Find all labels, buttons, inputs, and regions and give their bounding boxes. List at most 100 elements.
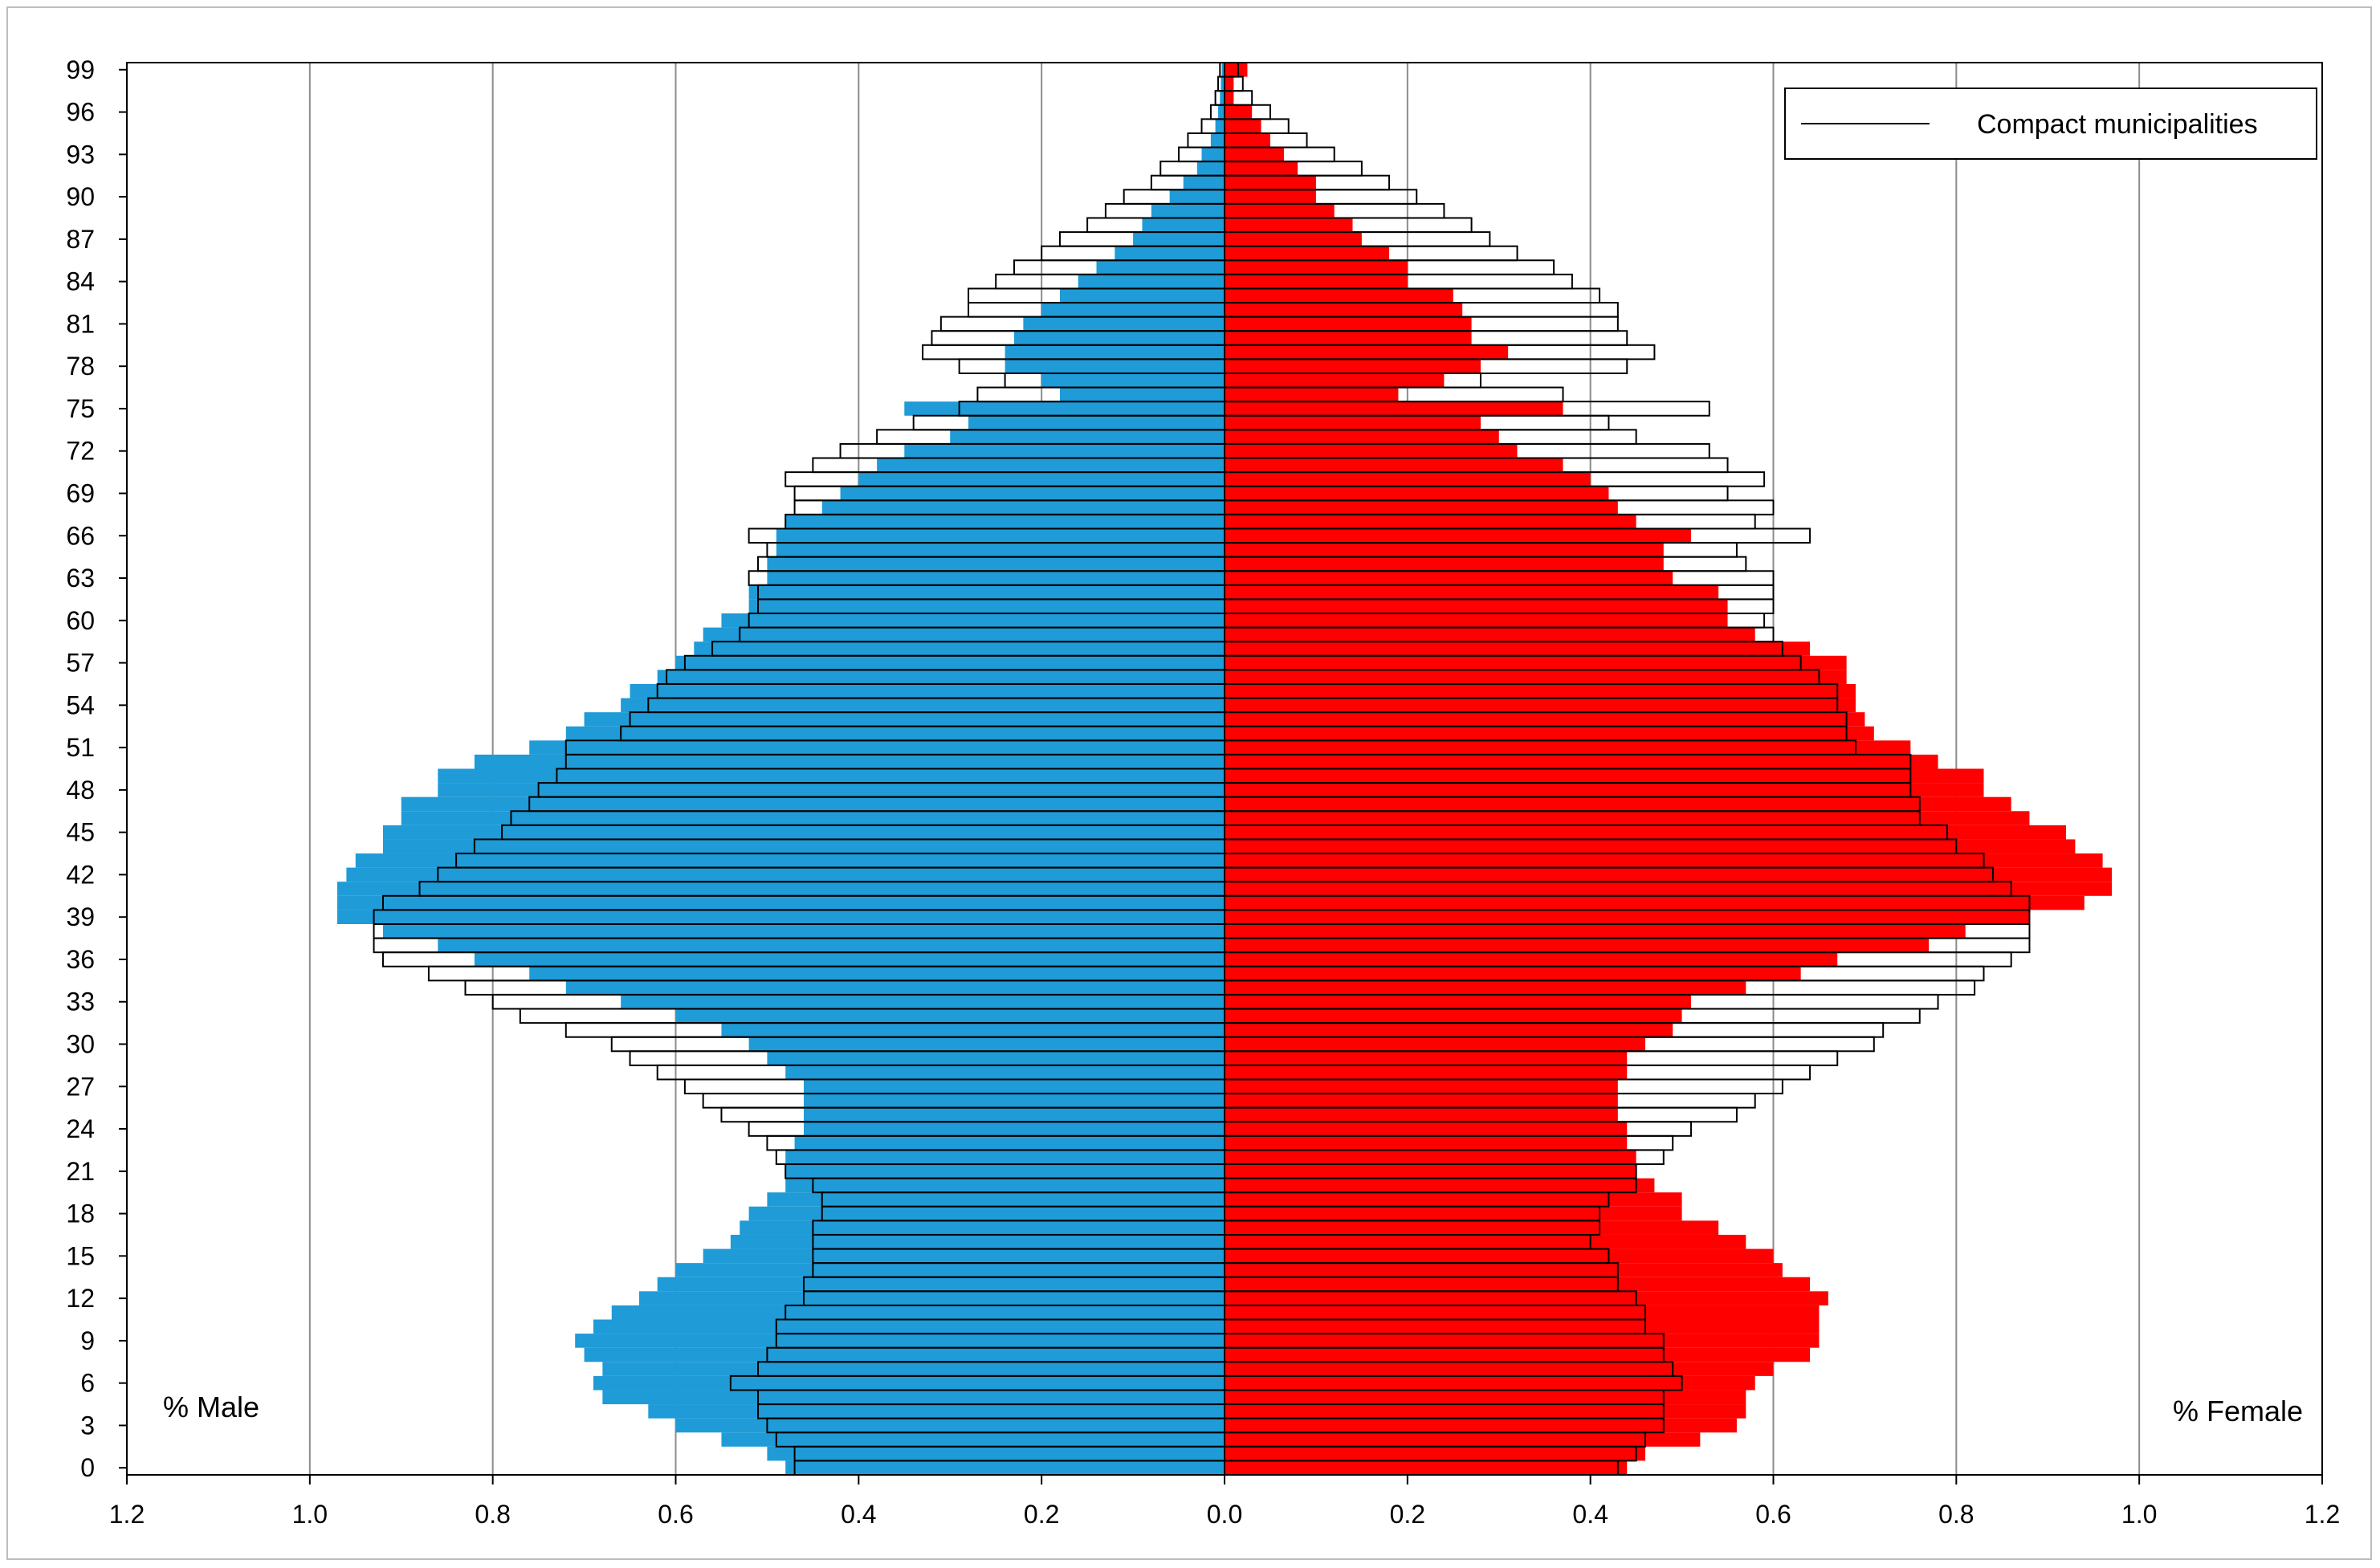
bar-female-filled xyxy=(1225,1432,1701,1447)
bar-male-filled xyxy=(602,1362,1225,1376)
legend-label-compact-municipalities: Compact municipalities xyxy=(1977,109,2258,140)
bar-female-filled xyxy=(1225,1234,1746,1249)
x-tick-label: 0.8 xyxy=(475,1500,510,1529)
bar-male-filled xyxy=(1023,316,1225,332)
y-tick-label: 57 xyxy=(66,649,95,678)
bar-male-filled xyxy=(785,1065,1225,1080)
y-tick-label: 6 xyxy=(80,1369,95,1398)
bar-male-filled xyxy=(748,1206,1225,1221)
bar-female-filled xyxy=(1225,331,1472,345)
bar-female-filled xyxy=(1225,401,1563,416)
bar-female-filled xyxy=(1225,811,2030,825)
bar-female-filled xyxy=(1225,189,1316,204)
bar-female-filled xyxy=(1225,119,1261,133)
bar-male-filled xyxy=(438,938,1225,953)
bar-male-filled xyxy=(630,683,1225,698)
bar-male-filled xyxy=(337,895,1225,910)
bar-female-filled xyxy=(1225,853,2103,868)
bar-male-filled xyxy=(821,500,1225,515)
bar-female-filled xyxy=(1225,895,2085,910)
y-tick-label: 99 xyxy=(66,55,95,84)
bar-female-filled xyxy=(1225,1135,1628,1151)
bar-female-filled xyxy=(1225,359,1481,373)
bar-male-filled xyxy=(401,796,1225,812)
bar-male-filled xyxy=(776,528,1225,544)
x-tick-label: 1.0 xyxy=(2121,1500,2157,1529)
bar-male-filled xyxy=(721,1432,1225,1447)
x-tick-label: 0.8 xyxy=(1938,1500,1974,1529)
bar-female-filled xyxy=(1225,712,1865,727)
bar-female-filled xyxy=(1225,161,1298,176)
bar-male-filled xyxy=(803,1079,1225,1094)
bar-female-filled xyxy=(1225,203,1335,218)
y-tick-label: 78 xyxy=(66,352,95,381)
x-tick-label: 0.2 xyxy=(1024,1500,1059,1529)
bar-male-filled xyxy=(1041,303,1225,317)
x-tick-label: 0.4 xyxy=(1572,1500,1608,1529)
bar-female-filled xyxy=(1225,274,1408,289)
y-tick-label: 21 xyxy=(66,1157,95,1186)
bar-female-filled xyxy=(1225,1248,1774,1264)
bar-female-filled xyxy=(1225,218,1353,233)
bar-male-filled xyxy=(968,415,1225,430)
y-tick-label: 84 xyxy=(66,267,95,296)
y-tick-label: 96 xyxy=(66,98,95,127)
bar-female-filled xyxy=(1225,303,1463,317)
bar-male-filled xyxy=(1221,63,1225,77)
bar-female-filled xyxy=(1225,1150,1636,1165)
bar-female-filled xyxy=(1225,316,1472,332)
bar-female-filled xyxy=(1225,825,2067,840)
y-tick-label: 63 xyxy=(66,564,95,593)
y-tick-label: 0 xyxy=(80,1453,95,1482)
bar-male-filled xyxy=(1169,189,1225,204)
x-tick-label: 0.2 xyxy=(1390,1500,1425,1529)
bar-male-filled xyxy=(767,1446,1225,1461)
x-tick-label: 1.2 xyxy=(109,1500,145,1529)
bar-male-filled xyxy=(657,1277,1225,1292)
bar-female-filled xyxy=(1225,980,1746,995)
bar-female-filled xyxy=(1225,938,1930,953)
y-tick-label: 15 xyxy=(66,1241,95,1270)
bar-male-filled xyxy=(703,1248,1225,1264)
y-tick-label: 33 xyxy=(66,988,95,1016)
bar-male-filled xyxy=(602,1390,1225,1405)
y-tick-label: 48 xyxy=(66,776,95,804)
bar-male-filled xyxy=(785,1460,1225,1475)
bar-male-filled xyxy=(721,1023,1225,1037)
bar-male-filled xyxy=(785,1164,1225,1179)
bar-male-filled xyxy=(474,754,1225,769)
bar-female-filled xyxy=(1225,486,1609,501)
bar-female-filled xyxy=(1225,1107,1618,1122)
bar-male-filled xyxy=(675,1263,1225,1277)
bar-male-filled xyxy=(840,486,1225,501)
bar-male-filled xyxy=(529,740,1225,755)
bar-female-filled xyxy=(1225,783,1984,797)
y-tick-label: 72 xyxy=(66,437,95,466)
bar-female-filled xyxy=(1225,1178,1655,1193)
bar-male-filled xyxy=(785,1178,1225,1193)
bar-female-filled xyxy=(1225,147,1285,162)
bar-female-filled xyxy=(1225,910,2030,924)
chart-frame xyxy=(6,6,2372,1560)
bar-male-filled xyxy=(785,1150,1225,1165)
bar-male-filled xyxy=(355,853,1225,868)
bar-male-filled xyxy=(611,1305,1225,1320)
bar-female-filled xyxy=(1225,627,1755,642)
y-tick-label: 81 xyxy=(66,309,95,338)
x-tick-label: 0.4 xyxy=(841,1500,876,1529)
bar-female-filled xyxy=(1225,472,1591,487)
male-axis-label: % Male xyxy=(163,1391,259,1423)
y-tick-label: 18 xyxy=(66,1199,95,1228)
bar-male-filled xyxy=(1196,161,1225,176)
bar-male-filled xyxy=(565,980,1225,995)
bar-male-filled xyxy=(904,443,1225,458)
bar-male-filled xyxy=(593,1375,1225,1391)
bar-female-filled xyxy=(1225,796,2011,812)
bar-male-filled xyxy=(1059,387,1225,402)
bar-female-filled xyxy=(1225,1319,1820,1334)
bar-female-filled xyxy=(1225,1390,1746,1405)
bar-male-filled xyxy=(767,1051,1225,1065)
bar-female-filled xyxy=(1225,923,1966,939)
bar-male-filled xyxy=(575,1334,1225,1348)
y-tick-label: 9 xyxy=(80,1326,95,1355)
